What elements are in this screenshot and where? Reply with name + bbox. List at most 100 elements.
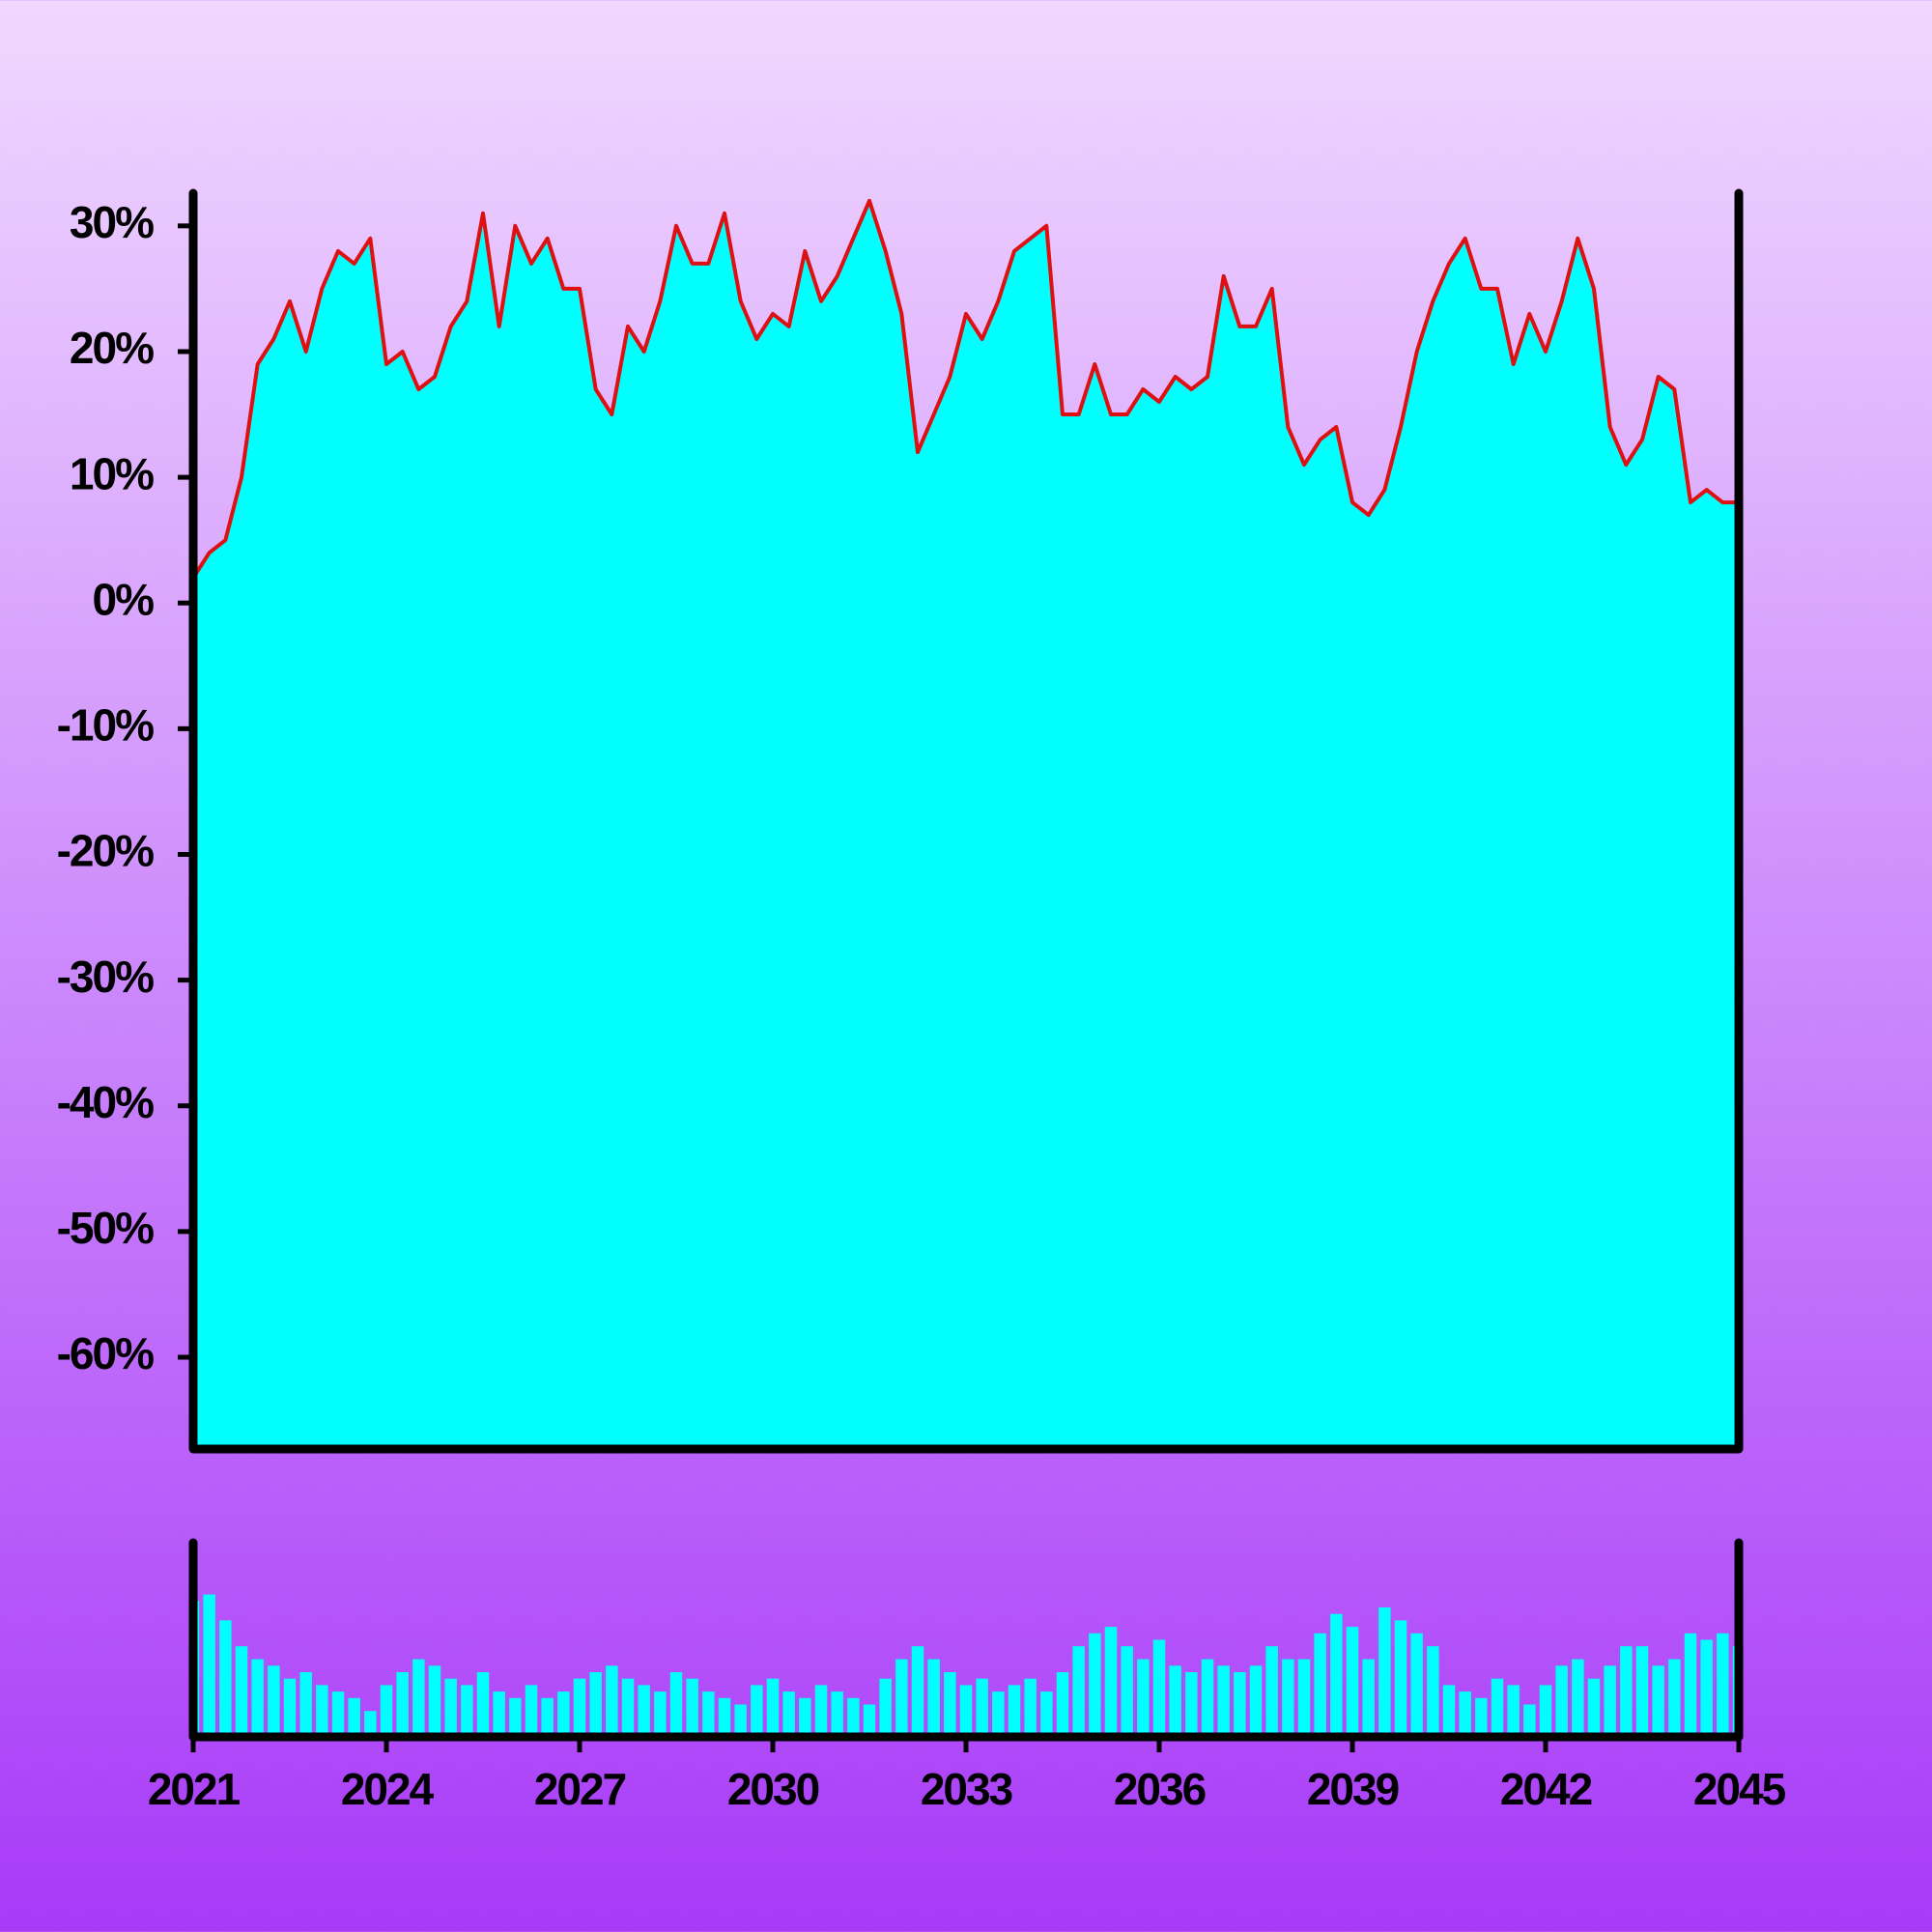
bar bbox=[606, 1665, 618, 1737]
y-tick-label: -30% bbox=[57, 952, 154, 1002]
bar bbox=[1475, 1697, 1488, 1737]
bar bbox=[412, 1659, 425, 1737]
bar bbox=[1040, 1691, 1053, 1737]
bar bbox=[718, 1697, 731, 1737]
bar bbox=[751, 1685, 763, 1737]
bar bbox=[686, 1678, 698, 1737]
bar bbox=[847, 1697, 860, 1737]
bar bbox=[1620, 1646, 1633, 1737]
x-tick-label: 2027 bbox=[534, 1764, 626, 1814]
bar bbox=[364, 1711, 377, 1737]
bar bbox=[1314, 1633, 1326, 1737]
bar bbox=[283, 1678, 297, 1737]
bar bbox=[1668, 1659, 1681, 1737]
bar bbox=[1555, 1665, 1568, 1737]
bar bbox=[1056, 1672, 1069, 1737]
y-tick-label: 0% bbox=[93, 574, 155, 624]
y-tick-label: 20% bbox=[70, 323, 154, 373]
y-tick-label: 30% bbox=[70, 197, 154, 247]
bar bbox=[911, 1646, 924, 1737]
bar bbox=[1507, 1685, 1520, 1737]
bar bbox=[831, 1691, 843, 1737]
bar bbox=[251, 1659, 264, 1737]
bar bbox=[1635, 1646, 1649, 1737]
bar bbox=[348, 1697, 360, 1737]
area-fill bbox=[193, 200, 1739, 1449]
x-tick-label: 2030 bbox=[727, 1764, 819, 1814]
bar bbox=[782, 1691, 795, 1737]
bar bbox=[1185, 1672, 1198, 1737]
bar bbox=[1072, 1646, 1085, 1737]
axis-frame bbox=[188, 1538, 1744, 1742]
bar bbox=[1572, 1659, 1584, 1737]
bar bbox=[1346, 1627, 1359, 1737]
bar bbox=[1717, 1633, 1729, 1737]
bar bbox=[428, 1665, 441, 1737]
y-tick-label: -10% bbox=[57, 700, 154, 751]
y-tick-label: -50% bbox=[57, 1203, 154, 1253]
bar bbox=[1282, 1659, 1294, 1737]
y-tick-label: -60% bbox=[57, 1328, 154, 1378]
bar bbox=[638, 1685, 650, 1737]
bar bbox=[1249, 1665, 1263, 1737]
bar bbox=[589, 1672, 602, 1737]
bar bbox=[493, 1691, 505, 1737]
bar bbox=[992, 1691, 1005, 1737]
x-tick-label: 2021 bbox=[148, 1764, 241, 1814]
bar bbox=[1104, 1627, 1118, 1737]
bar bbox=[380, 1685, 393, 1737]
bar bbox=[734, 1704, 747, 1737]
bar bbox=[1297, 1659, 1311, 1737]
x-tick-label: 2039 bbox=[1307, 1764, 1399, 1814]
bar bbox=[1523, 1704, 1536, 1737]
bar bbox=[976, 1678, 988, 1737]
bar bbox=[702, 1691, 715, 1737]
bar bbox=[525, 1685, 538, 1737]
bar bbox=[1427, 1646, 1439, 1737]
x-tick-label: 2033 bbox=[921, 1764, 1012, 1814]
bar bbox=[1362, 1659, 1375, 1737]
x-tick-label: 2024 bbox=[341, 1764, 435, 1814]
bar bbox=[944, 1672, 956, 1737]
bar bbox=[1152, 1639, 1166, 1737]
bar bbox=[654, 1691, 667, 1737]
bar bbox=[1008, 1685, 1021, 1737]
bar bbox=[879, 1678, 892, 1737]
bar bbox=[1217, 1665, 1230, 1737]
bar bbox=[1265, 1646, 1278, 1737]
bar bbox=[1459, 1691, 1471, 1737]
bar bbox=[621, 1678, 635, 1737]
bar bbox=[1234, 1672, 1246, 1737]
bar bbox=[863, 1704, 876, 1737]
bar bbox=[203, 1594, 215, 1737]
y-tick-label: 10% bbox=[70, 448, 154, 498]
bar bbox=[509, 1697, 522, 1737]
bar bbox=[541, 1697, 554, 1737]
x-tick-label: 2042 bbox=[1500, 1764, 1592, 1814]
bar bbox=[444, 1678, 457, 1737]
bar bbox=[814, 1685, 828, 1737]
bar bbox=[1491, 1678, 1504, 1737]
bar bbox=[316, 1685, 328, 1737]
bar bbox=[331, 1691, 345, 1737]
bar bbox=[959, 1685, 973, 1737]
bar bbox=[573, 1678, 586, 1737]
bar bbox=[1201, 1659, 1214, 1737]
bar bbox=[895, 1659, 908, 1737]
bar bbox=[1169, 1665, 1181, 1737]
bar bbox=[1121, 1646, 1133, 1737]
bar bbox=[1700, 1639, 1713, 1737]
bar bbox=[1394, 1620, 1407, 1737]
bar bbox=[799, 1697, 811, 1737]
bar bbox=[219, 1620, 232, 1737]
bar bbox=[1604, 1665, 1616, 1737]
axis-frame bbox=[188, 188, 1744, 1454]
bar bbox=[1024, 1678, 1037, 1737]
bar bbox=[396, 1672, 409, 1737]
bar bbox=[1652, 1665, 1664, 1737]
bar bbox=[1587, 1678, 1601, 1737]
bar bbox=[1137, 1659, 1150, 1737]
bar bbox=[1684, 1633, 1697, 1737]
